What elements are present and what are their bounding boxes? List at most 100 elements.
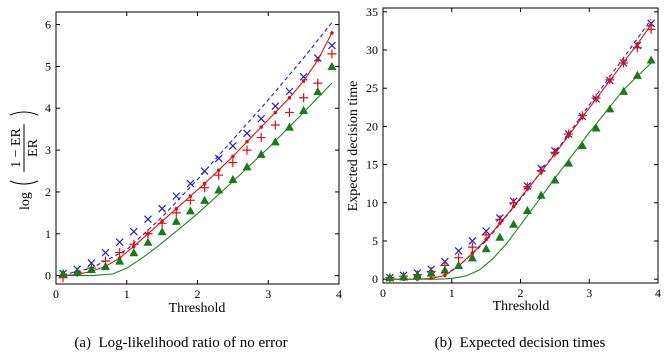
series-3-point (299, 93, 309, 103)
series-3-point (157, 218, 167, 228)
x-tick-label: 0 (53, 287, 59, 301)
series-4-line (63, 82, 333, 277)
series-5-point (536, 190, 546, 199)
series-3-point (270, 120, 280, 130)
series-2-point (259, 125, 263, 129)
y-tick-label: 15 (366, 158, 378, 172)
series-3-point (495, 215, 505, 225)
series-3-point (327, 49, 337, 59)
series-5-point (399, 272, 409, 281)
series-1-point (228, 141, 237, 150)
series-5-point (385, 273, 395, 282)
series-3-point (522, 182, 532, 192)
y-tick-label: 5 (45, 59, 51, 73)
series-3-point (605, 75, 615, 85)
series-5-point (619, 86, 629, 95)
series-5-point (467, 253, 477, 262)
series-3-point (143, 229, 153, 239)
series-4-line (389, 62, 652, 280)
series-3-point (646, 24, 656, 34)
series-5-point (412, 270, 422, 279)
series-1-point (454, 246, 463, 255)
series-2-point (484, 237, 488, 242)
x-tick-label: 1 (449, 286, 455, 300)
series-3-point (619, 58, 629, 68)
series-1-point (243, 129, 251, 138)
chart-b-marks (385, 19, 656, 283)
series-1-point (214, 154, 223, 163)
y-tick-label: 3 (45, 143, 51, 157)
series-2-point (216, 168, 221, 172)
series-2-point (231, 154, 235, 159)
series-3-point (632, 43, 642, 53)
y-tick-label: 1 (45, 227, 51, 241)
y-tick-label: 25 (366, 81, 378, 95)
y-tick-label: 4 (45, 101, 51, 115)
y-tick-label: 2 (45, 185, 51, 199)
series-5-point (157, 227, 167, 236)
series-5-point (129, 248, 139, 257)
series-5-point (426, 268, 436, 277)
chart-a-ylabel-right-paren (9, 111, 39, 116)
series-5-point (58, 269, 68, 278)
series-1-point (101, 248, 110, 257)
series-5-point (564, 158, 574, 167)
series-3-point (536, 166, 546, 176)
series-2-point (649, 23, 653, 27)
series-5-point (454, 260, 464, 270)
series-2-point (245, 139, 249, 144)
chart-a: 0 1 2 3 4 0 1 2 3 4 5 6 Threshold log 1 − ER ER (a)… (9, 11, 342, 351)
chart-a-caption: (a) Log-likelihood ratio of no error (74, 335, 287, 351)
series-1-point (468, 237, 477, 245)
series-3-point (214, 170, 224, 180)
chart-a-ylabel-left-paren (9, 180, 39, 185)
chart-b: 0 1 2 3 4 0 5 10 15 20 25 30 35 Threshold Expected d… (346, 5, 661, 351)
y-tick-label: 5 (372, 234, 378, 248)
series-3-point (200, 183, 210, 193)
series-5-point (327, 61, 337, 70)
series-1-point (257, 114, 266, 123)
chart-b-ylabel: Expected decision time (346, 81, 361, 212)
x-tick-label: 3 (586, 286, 592, 300)
chart-b-xlabel: Threshold (493, 299, 550, 314)
series-5-point (185, 206, 195, 215)
y-tick-label: 20 (366, 119, 378, 133)
series-5-point (101, 261, 111, 271)
series-1-point (285, 87, 294, 96)
series-3-point (313, 78, 323, 88)
x-tick-label: 2 (195, 287, 201, 301)
series-1-point (271, 102, 280, 111)
chart-a-ylabel-denominator: ER (26, 138, 41, 157)
series-5-point (509, 219, 519, 228)
series-1-point (158, 204, 167, 213)
series-5-point (86, 264, 96, 273)
chart-b-caption: (b) Expected decision times (435, 335, 606, 351)
series-0-line (444, 19, 652, 276)
x-tick-label: 3 (265, 287, 271, 301)
series-3-point (115, 248, 125, 258)
series-1-point (186, 179, 195, 188)
series-5-point (284, 122, 294, 131)
series-5-point (214, 185, 224, 194)
series-1-point (299, 72, 308, 81)
y-tick-label: 0 (45, 269, 51, 283)
series-1-point (172, 192, 181, 201)
series-3-point (509, 198, 519, 208)
series-5-point (270, 137, 280, 146)
x-tick-label: 0 (380, 286, 386, 300)
series-2-point (330, 31, 334, 35)
series-3-point (481, 230, 491, 240)
series-5-point (313, 87, 323, 96)
x-tick-label: 4 (655, 286, 661, 300)
series-5-point (143, 237, 153, 246)
chart-a-ylabel-numerator: 1 − ER (9, 127, 24, 167)
series-2-point (301, 79, 306, 83)
series-3-point (454, 253, 464, 263)
y-tick-label: 10 (366, 196, 378, 210)
series-2-point (470, 251, 475, 256)
series-5-point (228, 174, 238, 183)
series-3-point (591, 93, 601, 103)
series-1-point (144, 215, 152, 224)
series-1-point (328, 41, 336, 50)
